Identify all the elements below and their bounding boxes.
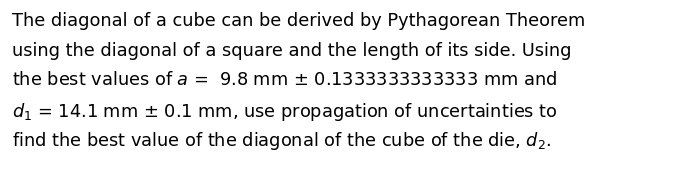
- Text: using the diagonal of a square and the length of its side. Using: using the diagonal of a square and the l…: [12, 42, 572, 59]
- Text: $d_1$ = 14.1 mm $\pm$ 0.1 mm, use propagation of uncertainties to: $d_1$ = 14.1 mm $\pm$ 0.1 mm, use propag…: [12, 101, 557, 123]
- Text: The diagonal of a cube can be derived by Pythagorean Theorem: The diagonal of a cube can be derived by…: [12, 12, 585, 30]
- Text: find the best value of the diagonal of the cube of the die, $d_2$.: find the best value of the diagonal of t…: [12, 130, 551, 152]
- Text: the best values of $a$ =  9.8 mm $\pm$ 0.1333333333333 mm and: the best values of $a$ = 9.8 mm $\pm$ 0.…: [12, 71, 557, 89]
